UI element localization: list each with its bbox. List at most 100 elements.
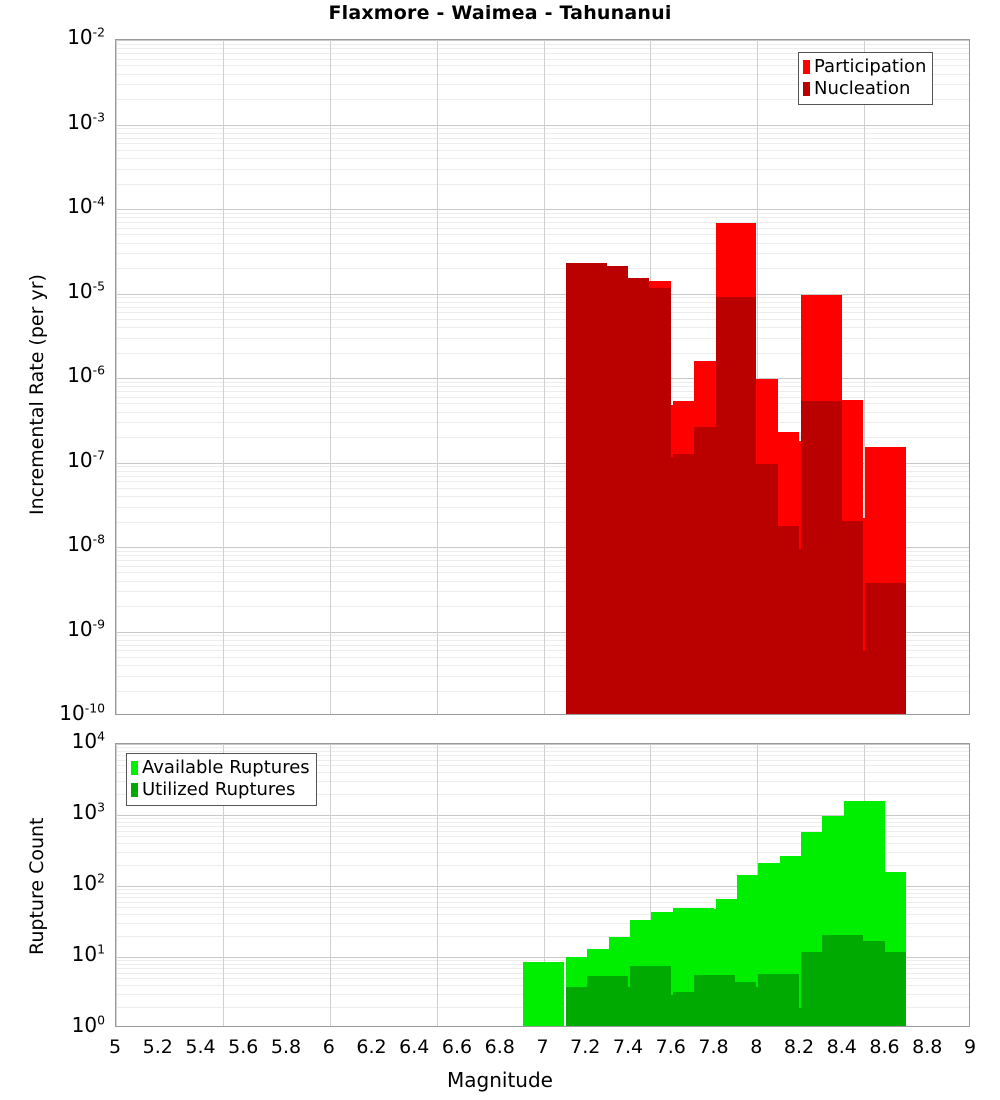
y-tick-label: 10-10 bbox=[59, 700, 105, 725]
gridline-minor bbox=[116, 143, 969, 145]
x-tick-label: 9 bbox=[963, 1036, 977, 1058]
bar-utilized-ruptures bbox=[865, 952, 906, 1026]
gridline-minor bbox=[116, 781, 969, 783]
gridline-minor bbox=[116, 644, 969, 646]
x-tick-label: 8.6 bbox=[869, 1036, 900, 1058]
top-y-axis-title: Incremental Rate (per yr) bbox=[26, 274, 48, 515]
gridline-minor bbox=[116, 149, 969, 151]
legend-item[interactable]: Utilized Ruptures bbox=[131, 779, 310, 801]
gridline-minor bbox=[116, 675, 969, 677]
gridline-major bbox=[116, 293, 969, 295]
gridline-minor bbox=[116, 591, 969, 593]
gridline-minor bbox=[116, 403, 969, 405]
gridline-major bbox=[116, 462, 969, 464]
gridline-vertical bbox=[864, 40, 866, 714]
incremental-rate-plot bbox=[115, 39, 970, 715]
gridline-minor bbox=[116, 481, 969, 483]
legend-swatch-icon bbox=[803, 60, 810, 74]
gridline-minor bbox=[116, 772, 969, 774]
legend-item[interactable]: Nucleation bbox=[803, 78, 926, 100]
gridline-major bbox=[116, 744, 969, 745]
gridline-minor bbox=[116, 521, 969, 523]
y-tick-label: 10-5 bbox=[67, 277, 105, 303]
top-bars bbox=[116, 40, 969, 714]
gridline-minor bbox=[116, 65, 969, 67]
gridline-minor bbox=[116, 852, 969, 854]
legend-swatch-icon bbox=[131, 761, 138, 775]
gridline-minor bbox=[116, 386, 969, 388]
gridline-minor bbox=[116, 825, 969, 827]
gridline-minor bbox=[116, 821, 969, 823]
gridline-minor bbox=[116, 635, 969, 637]
gridline-major bbox=[116, 124, 969, 126]
gridline-vertical bbox=[116, 40, 117, 714]
gridline-minor bbox=[116, 836, 969, 838]
gridline-minor bbox=[116, 73, 969, 75]
bottom-bars bbox=[116, 744, 969, 1026]
gridline-minor bbox=[116, 396, 969, 398]
gridline-minor bbox=[116, 759, 969, 761]
gridline-minor bbox=[116, 466, 969, 468]
top-gridlines bbox=[116, 40, 969, 714]
gridline-minor bbox=[116, 253, 969, 255]
x-tick-label: 8.2 bbox=[783, 1036, 815, 1058]
gridline-minor bbox=[116, 656, 969, 658]
gridline-minor bbox=[116, 901, 969, 903]
legend-swatch-icon bbox=[131, 783, 138, 797]
gridline-minor bbox=[116, 793, 969, 795]
gridline-minor bbox=[116, 234, 969, 236]
y-tick-label: 10-9 bbox=[67, 615, 105, 641]
gridline-minor bbox=[116, 337, 969, 339]
x-tick-label: 6.6 bbox=[441, 1036, 473, 1058]
gridline-minor bbox=[116, 168, 969, 170]
gridline-minor bbox=[116, 306, 969, 308]
gridline-major bbox=[116, 815, 969, 816]
gridline-minor bbox=[116, 128, 969, 130]
gridline-minor bbox=[116, 650, 969, 652]
gridline-vertical bbox=[436, 40, 438, 714]
gridline-vertical bbox=[650, 744, 652, 1026]
gridline-minor bbox=[116, 217, 969, 219]
gridline-minor bbox=[116, 53, 969, 55]
gridline-minor bbox=[116, 43, 969, 45]
gridline-major bbox=[116, 631, 969, 633]
gridline-minor bbox=[116, 754, 969, 756]
legend-item[interactable]: Available Ruptures bbox=[131, 757, 310, 779]
x-tick-label: 7.6 bbox=[655, 1036, 686, 1058]
y-tick-label: 10-6 bbox=[67, 362, 105, 387]
x-tick-label: 5.6 bbox=[228, 1036, 259, 1058]
legend-item[interactable]: Participation bbox=[803, 56, 926, 78]
gridline-major bbox=[116, 40, 969, 41]
x-tick-label: 7.4 bbox=[612, 1036, 644, 1058]
x-tick-label: 5 bbox=[108, 1036, 122, 1058]
x-axis-title: Magnitude bbox=[447, 1068, 553, 1092]
gridline-minor bbox=[116, 580, 969, 582]
page-title: Flaxmore - Waimea - Tahunanui bbox=[328, 2, 672, 24]
bar-nucleation bbox=[865, 582, 906, 714]
x-tick-label: 7.8 bbox=[698, 1036, 729, 1058]
gridline-minor bbox=[116, 391, 969, 393]
y-tick-label: 10-4 bbox=[67, 193, 105, 218]
x-tick-label: 6.8 bbox=[484, 1036, 515, 1058]
gridline-minor bbox=[116, 923, 969, 925]
y-tick-label: 10-2 bbox=[67, 24, 105, 49]
gridline-minor bbox=[116, 747, 969, 749]
gridline-minor bbox=[116, 327, 969, 329]
gridline-vertical bbox=[222, 40, 224, 714]
gridline-minor bbox=[116, 301, 969, 303]
y-tick-label: 10-8 bbox=[67, 531, 105, 556]
x-tick-label: 5.4 bbox=[185, 1036, 216, 1058]
gridline-minor bbox=[116, 506, 969, 508]
gridline-minor bbox=[116, 889, 969, 891]
bar-available-ruptures bbox=[523, 961, 564, 1026]
gridline-minor bbox=[116, 935, 969, 937]
y-tick-label: 101 bbox=[71, 941, 105, 966]
y-tick-label: 100 bbox=[71, 1012, 105, 1037]
x-tick-label: 5.8 bbox=[270, 1036, 302, 1058]
legend-label: Nucleation bbox=[814, 78, 911, 99]
gridline-minor bbox=[116, 690, 969, 692]
legend-swatch-icon bbox=[803, 82, 810, 96]
gridline-minor bbox=[116, 765, 969, 767]
gridline-minor bbox=[116, 475, 969, 477]
gridline-minor bbox=[116, 437, 969, 439]
